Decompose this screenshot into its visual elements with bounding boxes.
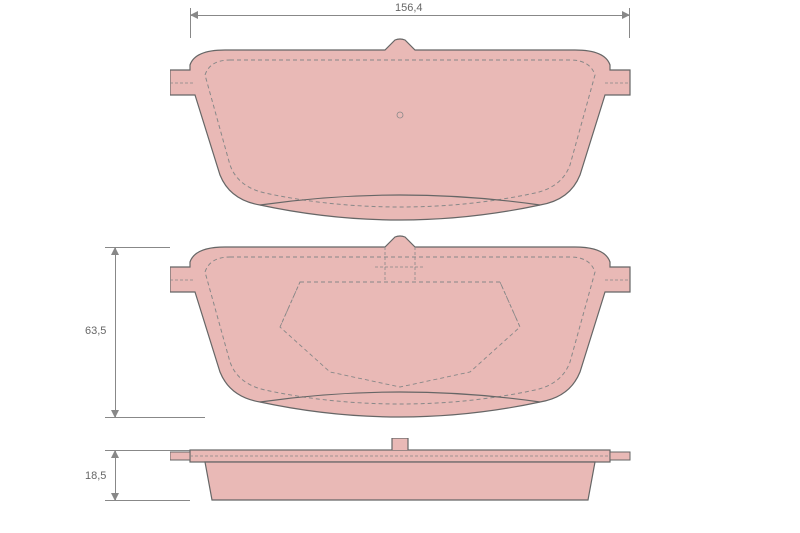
bottom-pad-view [170, 232, 650, 422]
dim-height-line [115, 247, 116, 417]
dim-thick-arrow-b [111, 493, 119, 501]
dim-thick-arrow-t [111, 450, 119, 458]
side-view [170, 438, 650, 508]
dim-thick-label: 18,5 [85, 470, 106, 482]
dim-width-label: 156,4 [395, 2, 423, 14]
dim-height-arrow-b [111, 410, 119, 418]
side-friction [205, 462, 595, 500]
dim-height-arrow-t [111, 247, 119, 255]
drawing-canvas: 156,4 63,5 [0, 0, 800, 533]
side-ear-l [170, 452, 190, 460]
dim-width-line [190, 15, 630, 16]
top-pad-view [170, 35, 650, 225]
dim-height-label: 63,5 [85, 325, 106, 337]
dim-width-arrow-l [190, 11, 198, 19]
top-pad-body [170, 39, 630, 220]
bottom-pad-body [170, 236, 630, 417]
side-ear-r [610, 452, 630, 460]
dim-width-arrow-r [622, 11, 630, 19]
side-pin [392, 438, 408, 450]
